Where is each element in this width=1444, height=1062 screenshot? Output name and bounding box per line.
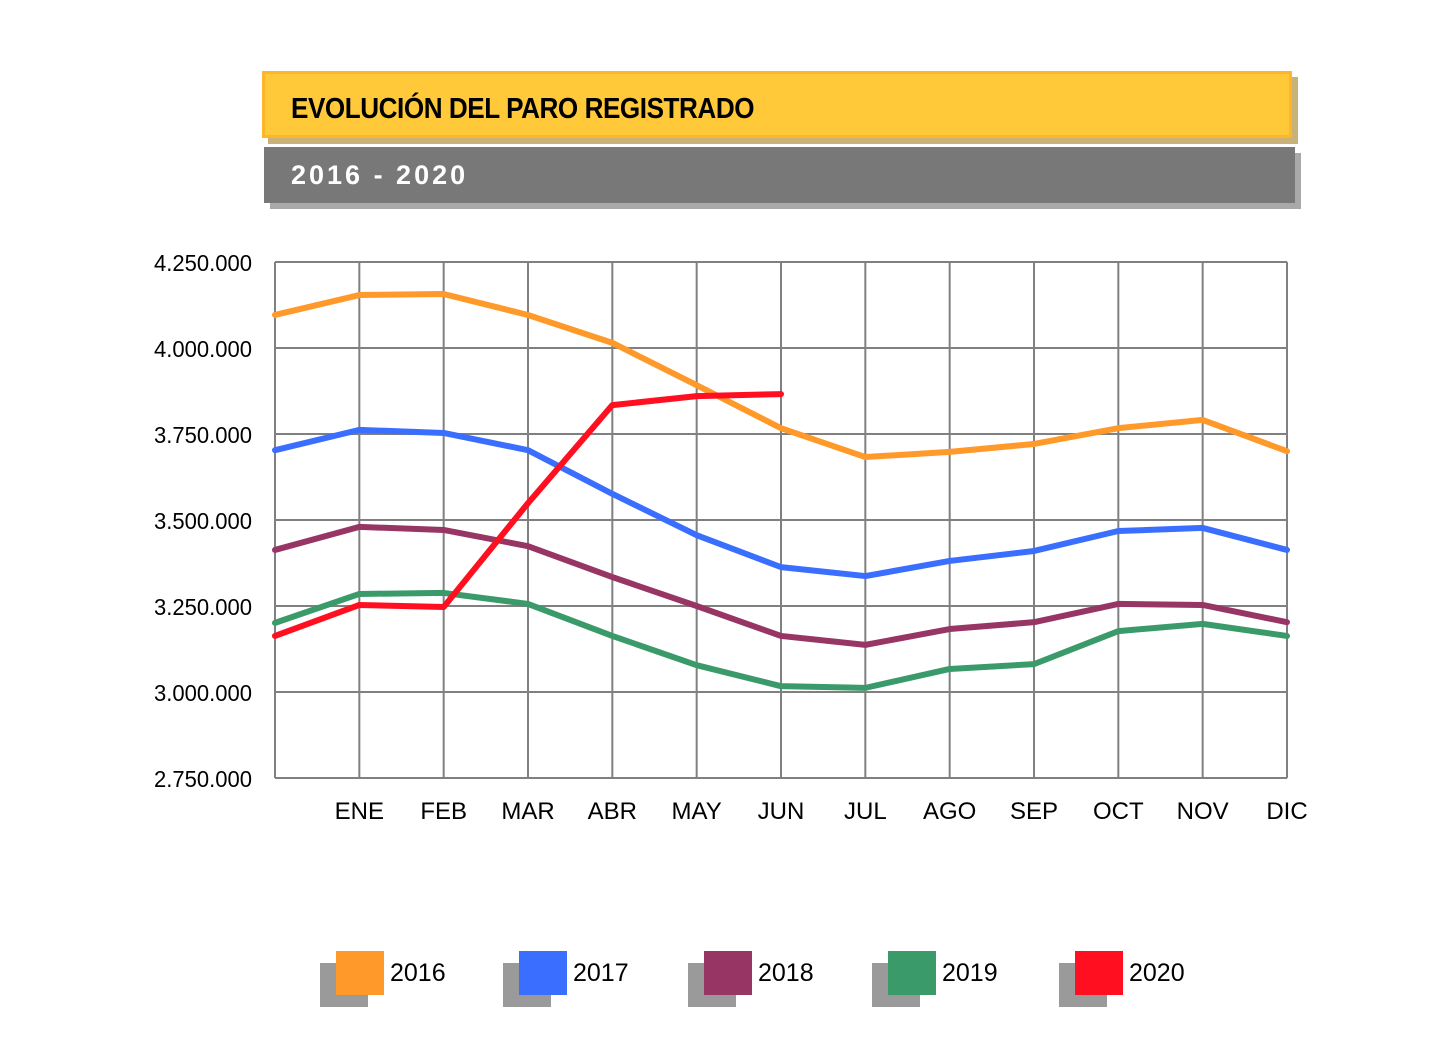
legend-label: 2017 <box>573 959 629 987</box>
x-tick-label: ABR <box>588 798 637 825</box>
subtitle-banner: 2016 - 2020 <box>264 147 1295 203</box>
title-banner: EVOLUCIÓN DEL PARO REGISTRADO <box>262 71 1292 138</box>
x-tick-label: NOV <box>1177 798 1229 825</box>
series-line-2019 <box>272 589 1290 691</box>
x-tick-label: FEB <box>420 798 467 825</box>
y-tick-label: 4.250.000 <box>154 250 252 276</box>
series-line-2017 <box>272 426 1290 580</box>
legend-swatch <box>519 951 567 995</box>
legend-swatch <box>888 951 936 995</box>
series-line-2016 <box>272 290 1290 461</box>
chart-subtitle: 2016 - 2020 <box>291 160 469 190</box>
x-tick-label: JUL <box>844 798 887 825</box>
legend-swatch <box>1075 951 1123 995</box>
y-tick-label: 3.250.000 <box>154 594 252 620</box>
x-tick-label: MAR <box>501 798 554 825</box>
series-line-2020 <box>272 391 784 639</box>
legend-swatch <box>704 951 752 995</box>
x-tick-label: SEP <box>1010 798 1058 825</box>
y-tick-label: 3.750.000 <box>154 422 252 448</box>
x-tick-label: AGO <box>923 798 976 825</box>
y-tick-label: 4.000.000 <box>154 336 252 362</box>
x-tick-label: JUN <box>758 798 805 825</box>
legend-label: 2018 <box>758 959 814 987</box>
y-tick-label: 2.750.000 <box>154 766 252 792</box>
series-line-2018 <box>272 523 1290 648</box>
x-tick-label: ENE <box>335 798 384 825</box>
legend-swatch <box>336 951 384 995</box>
y-tick-label: 3.500.000 <box>154 508 252 534</box>
x-tick-label: MAY <box>672 798 722 825</box>
legend-label: 2016 <box>390 959 446 987</box>
x-tick-label: OCT <box>1093 798 1144 825</box>
legend-label: 2020 <box>1129 959 1185 987</box>
legend-label: 2019 <box>942 959 998 987</box>
chart-title: EVOLUCIÓN DEL PARO REGISTRADO <box>291 93 755 125</box>
y-tick-label: 3.000.000 <box>154 680 252 706</box>
x-tick-label: DIC <box>1266 798 1307 825</box>
